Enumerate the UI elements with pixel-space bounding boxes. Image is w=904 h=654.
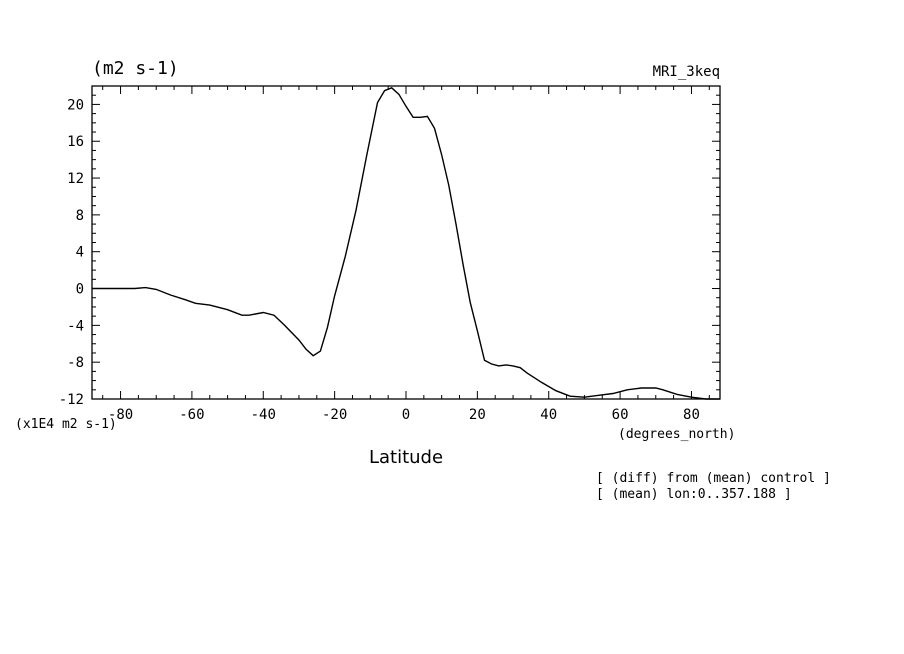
x-tick-label: 60 <box>612 407 629 423</box>
note-line-2: [ (mean) lon:0..357.188 ] <box>596 487 792 502</box>
x-tick-label: 40 <box>540 407 557 423</box>
y-tick-label: -12 <box>59 392 84 408</box>
y-tick-label: 0 <box>76 282 84 298</box>
x-tick-labels: -80 -60 -40 -20 0 20 40 60 80 <box>108 407 700 423</box>
x-tick-label: -40 <box>251 407 276 423</box>
x-tick-label: 20 <box>469 407 486 423</box>
y-scale-note: (x1E4 m2 s-1) <box>15 417 117 432</box>
note-line-1: [ (diff) from (mean) control ] <box>596 471 831 486</box>
y-tick-label: 8 <box>76 208 84 224</box>
y-tick-label: 4 <box>76 245 84 261</box>
x-units-label: (degrees_north) <box>618 427 735 442</box>
x-tick-label: 0 <box>402 407 410 423</box>
units-title: (m2 s-1) <box>92 58 179 79</box>
y-tick-label: 20 <box>67 97 84 113</box>
y-tick-label: -8 <box>67 355 84 371</box>
axis-ticks <box>92 85 720 400</box>
x-tick-label: 80 <box>683 407 700 423</box>
y-tick-label: 16 <box>67 134 84 150</box>
y-tick-label: -4 <box>67 318 84 334</box>
x-axis-title: Latitude <box>369 447 443 468</box>
model-label: MRI_3keq <box>653 64 720 80</box>
plot-frame <box>91 85 721 400</box>
y-tick-labels: -12 -8 -4 0 4 8 12 16 20 <box>59 97 84 408</box>
x-tick-label: -20 <box>322 407 347 423</box>
x-tick-label: -80 <box>108 407 133 423</box>
y-tick-label: 12 <box>67 171 84 187</box>
series-line <box>92 86 720 400</box>
x-tick-label: -60 <box>179 407 204 423</box>
